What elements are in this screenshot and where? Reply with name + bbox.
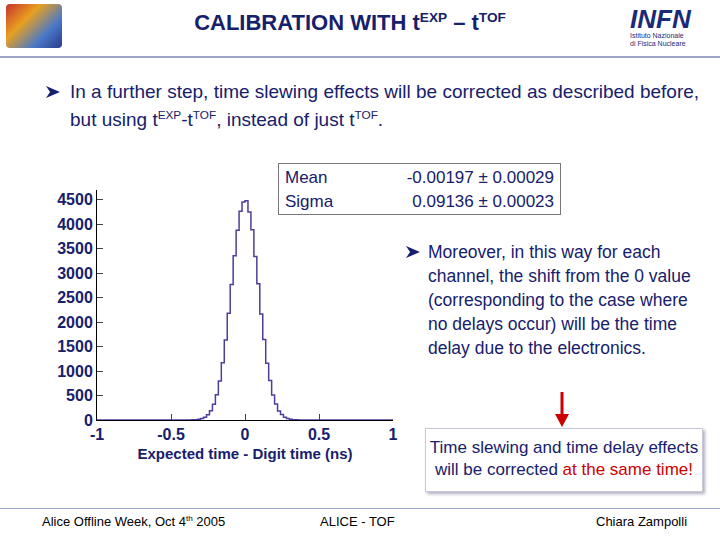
svg-text:4500: 4500 <box>57 191 93 208</box>
svg-text:3500: 3500 <box>57 240 93 257</box>
html-text:Chiara Zampolli: Chiara Zampolli <box>596 514 687 529</box>
html-text:ALICE - TOF: ALICE - TOF <box>320 514 395 529</box>
svg-text:1000: 1000 <box>57 363 93 380</box>
html-text:Mean: Mean <box>285 168 328 187</box>
html-text:Sigma: Sigma <box>285 192 334 211</box>
html-text:Alice Offline Week, Oct 4th200: Alice Offline Week, Oct 4th2005 <box>42 514 226 530</box>
svg-text:0: 0 <box>84 412 93 429</box>
svg-text:-0.5: -0.5 <box>157 426 185 443</box>
html-text:0.09136 ± 0.00023: 0.09136 ± 0.00023 <box>412 192 554 211</box>
svg-text:2000: 2000 <box>57 314 93 331</box>
svg-text:500: 500 <box>66 387 93 404</box>
html-text:di Fisica Nucleare: di Fisica Nucleare <box>630 40 686 47</box>
html-text:Time slewing and time delay ef: Time slewing and time delay effects will… <box>429 438 699 479</box>
svg-text:1: 1 <box>389 426 398 443</box>
html-text:-0.00197 ± 0.00029: -0.00197 ± 0.00029 <box>406 168 554 187</box>
svg-text:3000: 3000 <box>57 265 93 282</box>
svg-text:1500: 1500 <box>57 338 93 355</box>
svg-text:4000: 4000 <box>57 216 93 233</box>
svg-text:2500: 2500 <box>57 289 93 306</box>
svg-text:Expected time - Digit time (ns: Expected time - Digit time (ns) <box>137 445 352 462</box>
html-text:INFN: INFN <box>630 4 691 34</box>
html-text:CALIBRATION WITH tEXP– tTOF: CALIBRATION WITH tEXP– tTOF <box>194 10 506 36</box>
svg-text:-1: -1 <box>90 426 104 443</box>
html-text:Istituto Nazionale: Istituto Nazionale <box>630 32 684 39</box>
svg-text:0: 0 <box>241 426 250 443</box>
html-text:In a further step, time slewin: In a further step, time slewing effects … <box>70 81 700 131</box>
html-text:Moreover, in this way for each: Moreover, in this way for each channel, … <box>428 242 691 358</box>
svg-text:0.5: 0.5 <box>308 426 330 443</box>
